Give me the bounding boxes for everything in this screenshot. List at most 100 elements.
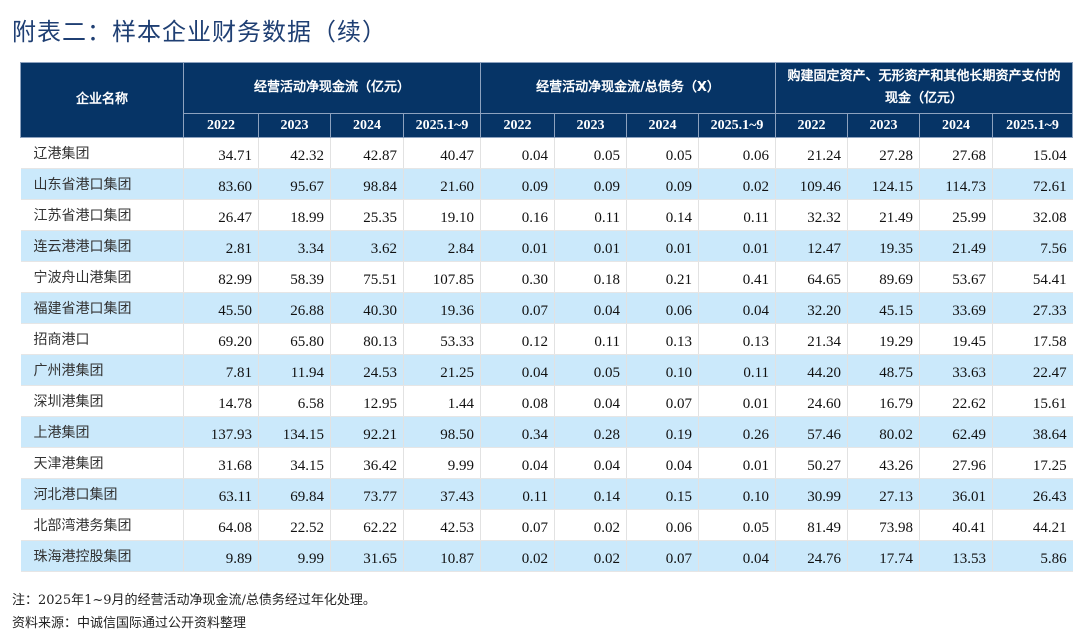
header-year: 2025.1~9 — [992, 113, 1074, 138]
value-cell: 95.67 — [258, 168, 331, 200]
header-year: 2025.1~9 — [698, 113, 777, 138]
value-cell: 24.53 — [330, 354, 404, 386]
value-cell: 18.99 — [258, 199, 331, 231]
footnote: 注：2025年1~9月的经营活动净现金流/总债务经过年化处理。 — [12, 593, 376, 608]
value-cell: 21.24 — [775, 137, 848, 169]
value-cell: 7.81 — [183, 354, 259, 386]
value-cell: 0.04 — [554, 385, 627, 417]
value-cell: 19.45 — [919, 323, 993, 355]
value-cell: 0.19 — [626, 416, 699, 448]
value-cell: 16.79 — [847, 385, 920, 417]
value-cell: 72.61 — [992, 168, 1073, 200]
value-cell: 0.15 — [626, 478, 699, 510]
value-cell: 75.51 — [330, 261, 404, 293]
value-cell: 26.88 — [258, 292, 331, 324]
value-cell: 17.58 — [992, 323, 1073, 355]
value-cell: 0.11 — [554, 323, 627, 355]
value-cell: 0.06 — [698, 137, 776, 169]
value-cell: 0.14 — [626, 199, 699, 231]
value-cell: 21.49 — [847, 199, 920, 231]
value-cell: 0.02 — [480, 540, 555, 572]
value-cell: 34.15 — [258, 447, 331, 479]
value-cell: 0.05 — [698, 509, 776, 541]
value-cell: 5.86 — [992, 540, 1073, 572]
value-cell: 0.09 — [480, 168, 555, 200]
value-cell: 0.02 — [554, 540, 627, 572]
value-cell: 6.58 — [258, 385, 331, 417]
value-cell: 27.13 — [847, 478, 920, 510]
value-cell: 107.85 — [402, 261, 481, 293]
header-year: 2022 — [775, 113, 849, 138]
value-cell: 9.89 — [183, 540, 259, 572]
table-row: 招商港口 69.20 65.80 80.13 53.33 0.12 0.11 0.13 0.13… — [20, 323, 1073, 355]
value-cell: 44.21 — [992, 509, 1073, 541]
value-cell: 25.99 — [919, 199, 993, 231]
company-name: 招商港口 — [20, 323, 184, 355]
value-cell: 7.56 — [992, 230, 1073, 262]
value-cell: 65.80 — [258, 323, 331, 355]
value-cell: 0.01 — [698, 385, 776, 417]
value-cell: 0.06 — [626, 509, 699, 541]
value-cell: 0.11 — [698, 199, 776, 231]
page-title: 附表二：样本企业财务数据（续） — [12, 18, 387, 46]
value-cell: 0.05 — [554, 354, 627, 386]
value-cell: 0.41 — [698, 261, 776, 293]
company-name: 山东省港口集团 — [20, 168, 184, 200]
value-cell: 114.73 — [919, 168, 993, 200]
source-note: 资料来源：中诚信国际通过公开资料整理 — [12, 616, 247, 631]
value-cell: 0.02 — [554, 509, 627, 541]
company-name: 福建省港口集团 — [20, 292, 184, 324]
table-row: 辽港集团 34.71 42.32 42.87 40.47 0.04 0.05 0.05 0.06… — [20, 137, 1073, 169]
company-name: 上港集团 — [20, 416, 184, 448]
value-cell: 0.01 — [480, 230, 555, 262]
value-cell: 32.32 — [775, 199, 848, 231]
value-cell: 0.07 — [626, 385, 699, 417]
value-cell: 36.01 — [919, 478, 993, 510]
company-name: 珠海港控股集团 — [20, 540, 184, 572]
value-cell: 34.71 — [183, 137, 259, 169]
value-cell: 0.13 — [698, 323, 776, 355]
value-cell: 44.20 — [775, 354, 848, 386]
value-cell: 89.69 — [847, 261, 920, 293]
table-row: 江苏省港口集团 26.47 18.99 25.35 19.10 0.16 0.11 0.14 0… — [20, 199, 1073, 231]
value-cell: 1.44 — [402, 385, 481, 417]
company-name: 辽港集团 — [20, 137, 184, 169]
table-row: 宁波舟山港集团 82.99 58.39 75.51 107.85 0.30 0.18 0.21… — [20, 261, 1073, 293]
value-cell: 42.53 — [402, 509, 481, 541]
value-cell: 27.33 — [992, 292, 1073, 324]
header-group-operating-cash-flow: 经营活动净现金流（亿元） — [182, 62, 482, 114]
value-cell: 57.46 — [775, 416, 848, 448]
value-cell: 73.77 — [330, 478, 404, 510]
value-cell: 25.35 — [330, 199, 404, 231]
value-cell: 27.96 — [919, 447, 993, 479]
value-cell: 33.63 — [919, 354, 993, 386]
table-row: 山东省港口集团 83.60 95.67 98.84 21.60 0.09 0.09 0.09 0… — [20, 168, 1073, 200]
value-cell: 0.05 — [626, 137, 699, 169]
value-cell: 24.76 — [775, 540, 848, 572]
value-cell: 0.09 — [626, 168, 699, 200]
value-cell: 109.46 — [775, 168, 848, 200]
value-cell: 0.01 — [698, 230, 776, 262]
value-cell: 64.65 — [775, 261, 848, 293]
value-cell: 62.22 — [330, 509, 404, 541]
value-cell: 0.06 — [626, 292, 699, 324]
value-cell: 54.41 — [992, 261, 1073, 293]
table-row: 珠海港控股集团 9.89 9.99 31.65 10.87 0.02 0.02 0.07 0.0… — [20, 540, 1073, 572]
value-cell: 64.08 — [183, 509, 259, 541]
value-cell: 50.27 — [775, 447, 848, 479]
company-name: 深圳港集团 — [20, 385, 184, 417]
value-cell: 12.95 — [330, 385, 404, 417]
value-cell: 98.84 — [330, 168, 404, 200]
header-year: 2024 — [626, 113, 700, 138]
financial-data-table: 企业名称 经营活动净现金流（亿元） 经营活动净现金流/总债务（X） 购建固定资产… — [20, 62, 1074, 572]
value-cell: 80.13 — [330, 323, 404, 355]
value-cell: 83.60 — [183, 168, 259, 200]
value-cell: 14.78 — [183, 385, 259, 417]
value-cell: 0.07 — [480, 292, 555, 324]
company-name: 广州港集团 — [20, 354, 184, 386]
value-cell: 63.11 — [183, 478, 259, 510]
value-cell: 0.02 — [698, 168, 776, 200]
value-cell: 26.43 — [992, 478, 1073, 510]
value-cell: 0.12 — [480, 323, 555, 355]
value-cell: 53.67 — [919, 261, 993, 293]
